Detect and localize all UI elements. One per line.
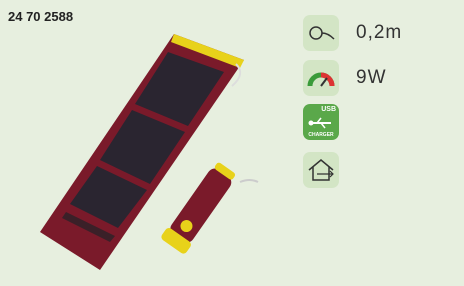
- product-card: 24 70 2588 0,2m 9W USB CHARGER: [0, 0, 464, 286]
- cable-icon: [303, 15, 339, 51]
- usb-icon: USB CHARGER: [303, 104, 339, 140]
- cable: [240, 180, 258, 182]
- home-icon: [303, 152, 339, 188]
- charger-label: CHARGER: [303, 132, 339, 138]
- cable-length: 0,2m: [356, 22, 402, 44]
- power-rating: 9W: [356, 67, 387, 89]
- power-icon: [303, 60, 339, 96]
- rolled-panel: [160, 159, 240, 255]
